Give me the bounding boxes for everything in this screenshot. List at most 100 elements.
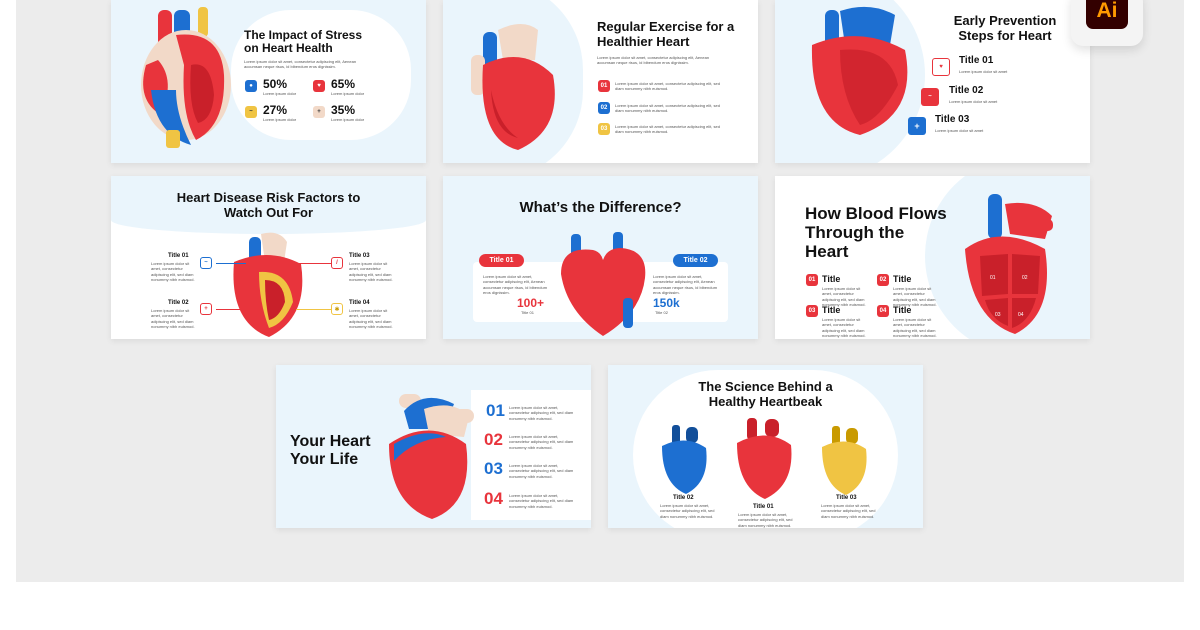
step-text: Lorem ipsum dolor sit amet, consectetur … xyxy=(893,286,937,308)
step-text: Lorem ipsum dolor sit amet, consectetur … xyxy=(893,317,937,339)
step-number: 04 xyxy=(877,305,889,317)
value-right: 150k xyxy=(653,296,680,310)
connector-line xyxy=(216,309,246,310)
list-number-02: 02 xyxy=(484,430,503,449)
stat-value: 35% xyxy=(331,103,356,117)
chamber-label: 01 xyxy=(990,275,996,281)
gear-icon: ✱ xyxy=(331,303,343,315)
slide-stress-impact[interactable]: The Impact of Stress on Heart Health Lor… xyxy=(111,0,426,163)
list-text: Lorem ipsum dolor sit amet, consectetur … xyxy=(509,405,574,421)
medical-cross-icon: + xyxy=(313,106,325,118)
list-number-01: 01 xyxy=(486,401,505,420)
comparison-text-left: Lorem ipsum dolor sit amet, consectetur … xyxy=(483,274,548,296)
chamber-label: 02 xyxy=(1022,275,1028,281)
pulse-icon: ~ xyxy=(245,106,257,118)
heart-caption: Lorem ipsum dolor sit amet, consectetur … xyxy=(738,512,793,528)
syringe-icon: / xyxy=(331,257,343,269)
slide-difference[interactable]: What’s the Difference? Title 01 Title 02… xyxy=(443,176,758,339)
anatomical-heart-icon: 01 02 03 04 xyxy=(965,194,1053,334)
heart-caption: Lorem ipsum dolor sit amet, consectetur … xyxy=(660,503,715,519)
yellow-heart-icon xyxy=(822,426,867,495)
step-number: 03 xyxy=(806,305,818,317)
slide-risk-factors[interactable]: Heart Disease Risk Factors to Watch Out … xyxy=(111,176,426,339)
slide-blood-flow[interactable]: How Blood Flows Through the Heart 01 02 … xyxy=(775,176,1090,339)
chamber-label: 03 xyxy=(995,312,1001,318)
heart-label: Title 01 xyxy=(753,504,774,510)
medical-cross-icon: + xyxy=(200,303,212,315)
heart-label: Title 02 xyxy=(673,495,694,501)
slide-title: Regular Exercise for a Healthier Heart xyxy=(597,19,735,49)
heart-icon xyxy=(561,232,646,336)
value-caption: Title 01 xyxy=(521,310,534,315)
list-text: Lorem ipsum dolor sit amet, consectetur … xyxy=(615,124,720,135)
slide-title: Your Heart Your Life xyxy=(290,433,371,468)
value-caption: Title 02 xyxy=(655,310,668,315)
factor-text: Lorem ipsum dolor sit amet, consectetur … xyxy=(151,308,195,330)
step-text: Lorem ipsum dolor sit amet xyxy=(935,128,984,133)
step-text: Lorem ipsum dolor sit amet xyxy=(959,69,1008,74)
list-number-03: 03 xyxy=(598,123,610,135)
step-title: Title 02 xyxy=(949,85,984,96)
header-band xyxy=(111,176,426,234)
list-text: Lorem ipsum dolor sit amet, consectetur … xyxy=(615,81,720,92)
list-text: Lorem ipsum dolor sit amet, consectetur … xyxy=(509,463,574,479)
connector-line xyxy=(296,309,331,310)
pulse-icon: ~ xyxy=(921,88,939,106)
comparison-text-right: Lorem ipsum dolor sit amet, consectetur … xyxy=(653,274,718,296)
step-text: Lorem ipsum dolor sit amet xyxy=(949,99,998,104)
blue-heart-icon xyxy=(662,425,707,494)
slide-title: The Impact of Stress on Heart Health xyxy=(244,28,363,56)
stat-label: Lorem ipsum dolor xyxy=(331,91,365,96)
slide-title: How Blood Flows Through the Heart xyxy=(805,204,947,262)
illustrator-logo-icon: Ai xyxy=(1086,0,1128,29)
content-panel xyxy=(231,10,411,140)
factor-title: Title 03 xyxy=(349,253,370,259)
stat-label: Lorem ipsum dolor xyxy=(263,117,297,122)
label-left: Title 01 xyxy=(479,254,524,267)
anatomical-heart-icon xyxy=(141,7,231,148)
factor-title: Title 04 xyxy=(349,300,370,306)
stat-label: Lorem ipsum dolor xyxy=(331,117,365,122)
slide-science-behind[interactable]: The Science Behind a Healthy Heartbeak T… xyxy=(608,365,923,528)
step-text: Lorem ipsum dolor sit amet, consectetur … xyxy=(822,317,866,339)
slide-title: Heart Disease Risk Factors to Watch Out … xyxy=(176,190,361,220)
factor-text: Lorem ipsum dolor sit amet, consectetur … xyxy=(349,308,393,330)
medical-cross-icon: + xyxy=(908,117,926,135)
factor-text: Lorem ipsum dolor sit amet, consectetur … xyxy=(151,261,195,283)
stat-value: 27% xyxy=(263,103,288,117)
value-left: 100+ xyxy=(517,296,545,310)
stat-value: 65% xyxy=(331,77,356,91)
list-number-04: 04 xyxy=(484,489,503,508)
illustrator-badge: Ai xyxy=(1071,0,1143,46)
slide-your-heart[interactable]: Your Heart Your Life 01 Lorem ipsum dolo… xyxy=(276,365,591,528)
factor-title: Title 02 xyxy=(168,300,189,306)
factor-text: Lorem ipsum dolor sit amet, consectetur … xyxy=(349,261,393,283)
list-number-03: 03 xyxy=(484,459,503,478)
connector-line xyxy=(216,263,246,264)
anatomical-heart-icon xyxy=(471,24,555,150)
slide-early-prevention[interactable]: Early Prevention Steps for Heart ♥ Title… xyxy=(775,0,1090,163)
step-title: Title 01 xyxy=(959,55,994,66)
list-text: Lorem ipsum dolor sit amet, consectetur … xyxy=(509,434,574,450)
slide-title: Early Prevention Steps for Heart xyxy=(953,13,1057,43)
step-title: Title 03 xyxy=(935,114,970,125)
heart-caption: Lorem ipsum dolor sit amet, consectetur … xyxy=(821,503,876,519)
step-number: 02 xyxy=(877,274,889,286)
slide-title: What’s the Difference? xyxy=(519,199,682,216)
anatomical-heart-icon xyxy=(811,6,908,135)
step-number: 01 xyxy=(806,274,818,286)
step-title: Title xyxy=(893,274,912,284)
step-text: Lorem ipsum dolor sit amet, consectetur … xyxy=(822,286,866,308)
anatomical-heart-icon xyxy=(389,394,474,519)
list-text: Lorem ipsum dolor sit amet, consectetur … xyxy=(509,493,574,509)
heart-label: Title 03 xyxy=(836,495,857,501)
step-title: Title xyxy=(822,274,841,284)
factor-title: Title 01 xyxy=(168,253,189,259)
stat-label: Lorem ipsum dolor xyxy=(263,91,297,96)
slide-regular-exercise[interactable]: Regular Exercise for a Healthier Heart L… xyxy=(443,0,758,163)
pulse-icon: ~ xyxy=(200,257,212,269)
anatomical-heart-icon xyxy=(233,232,303,337)
label-right: Title 02 xyxy=(673,254,718,267)
step-title: Title xyxy=(822,305,841,315)
stat-value: 50% xyxy=(263,77,288,91)
